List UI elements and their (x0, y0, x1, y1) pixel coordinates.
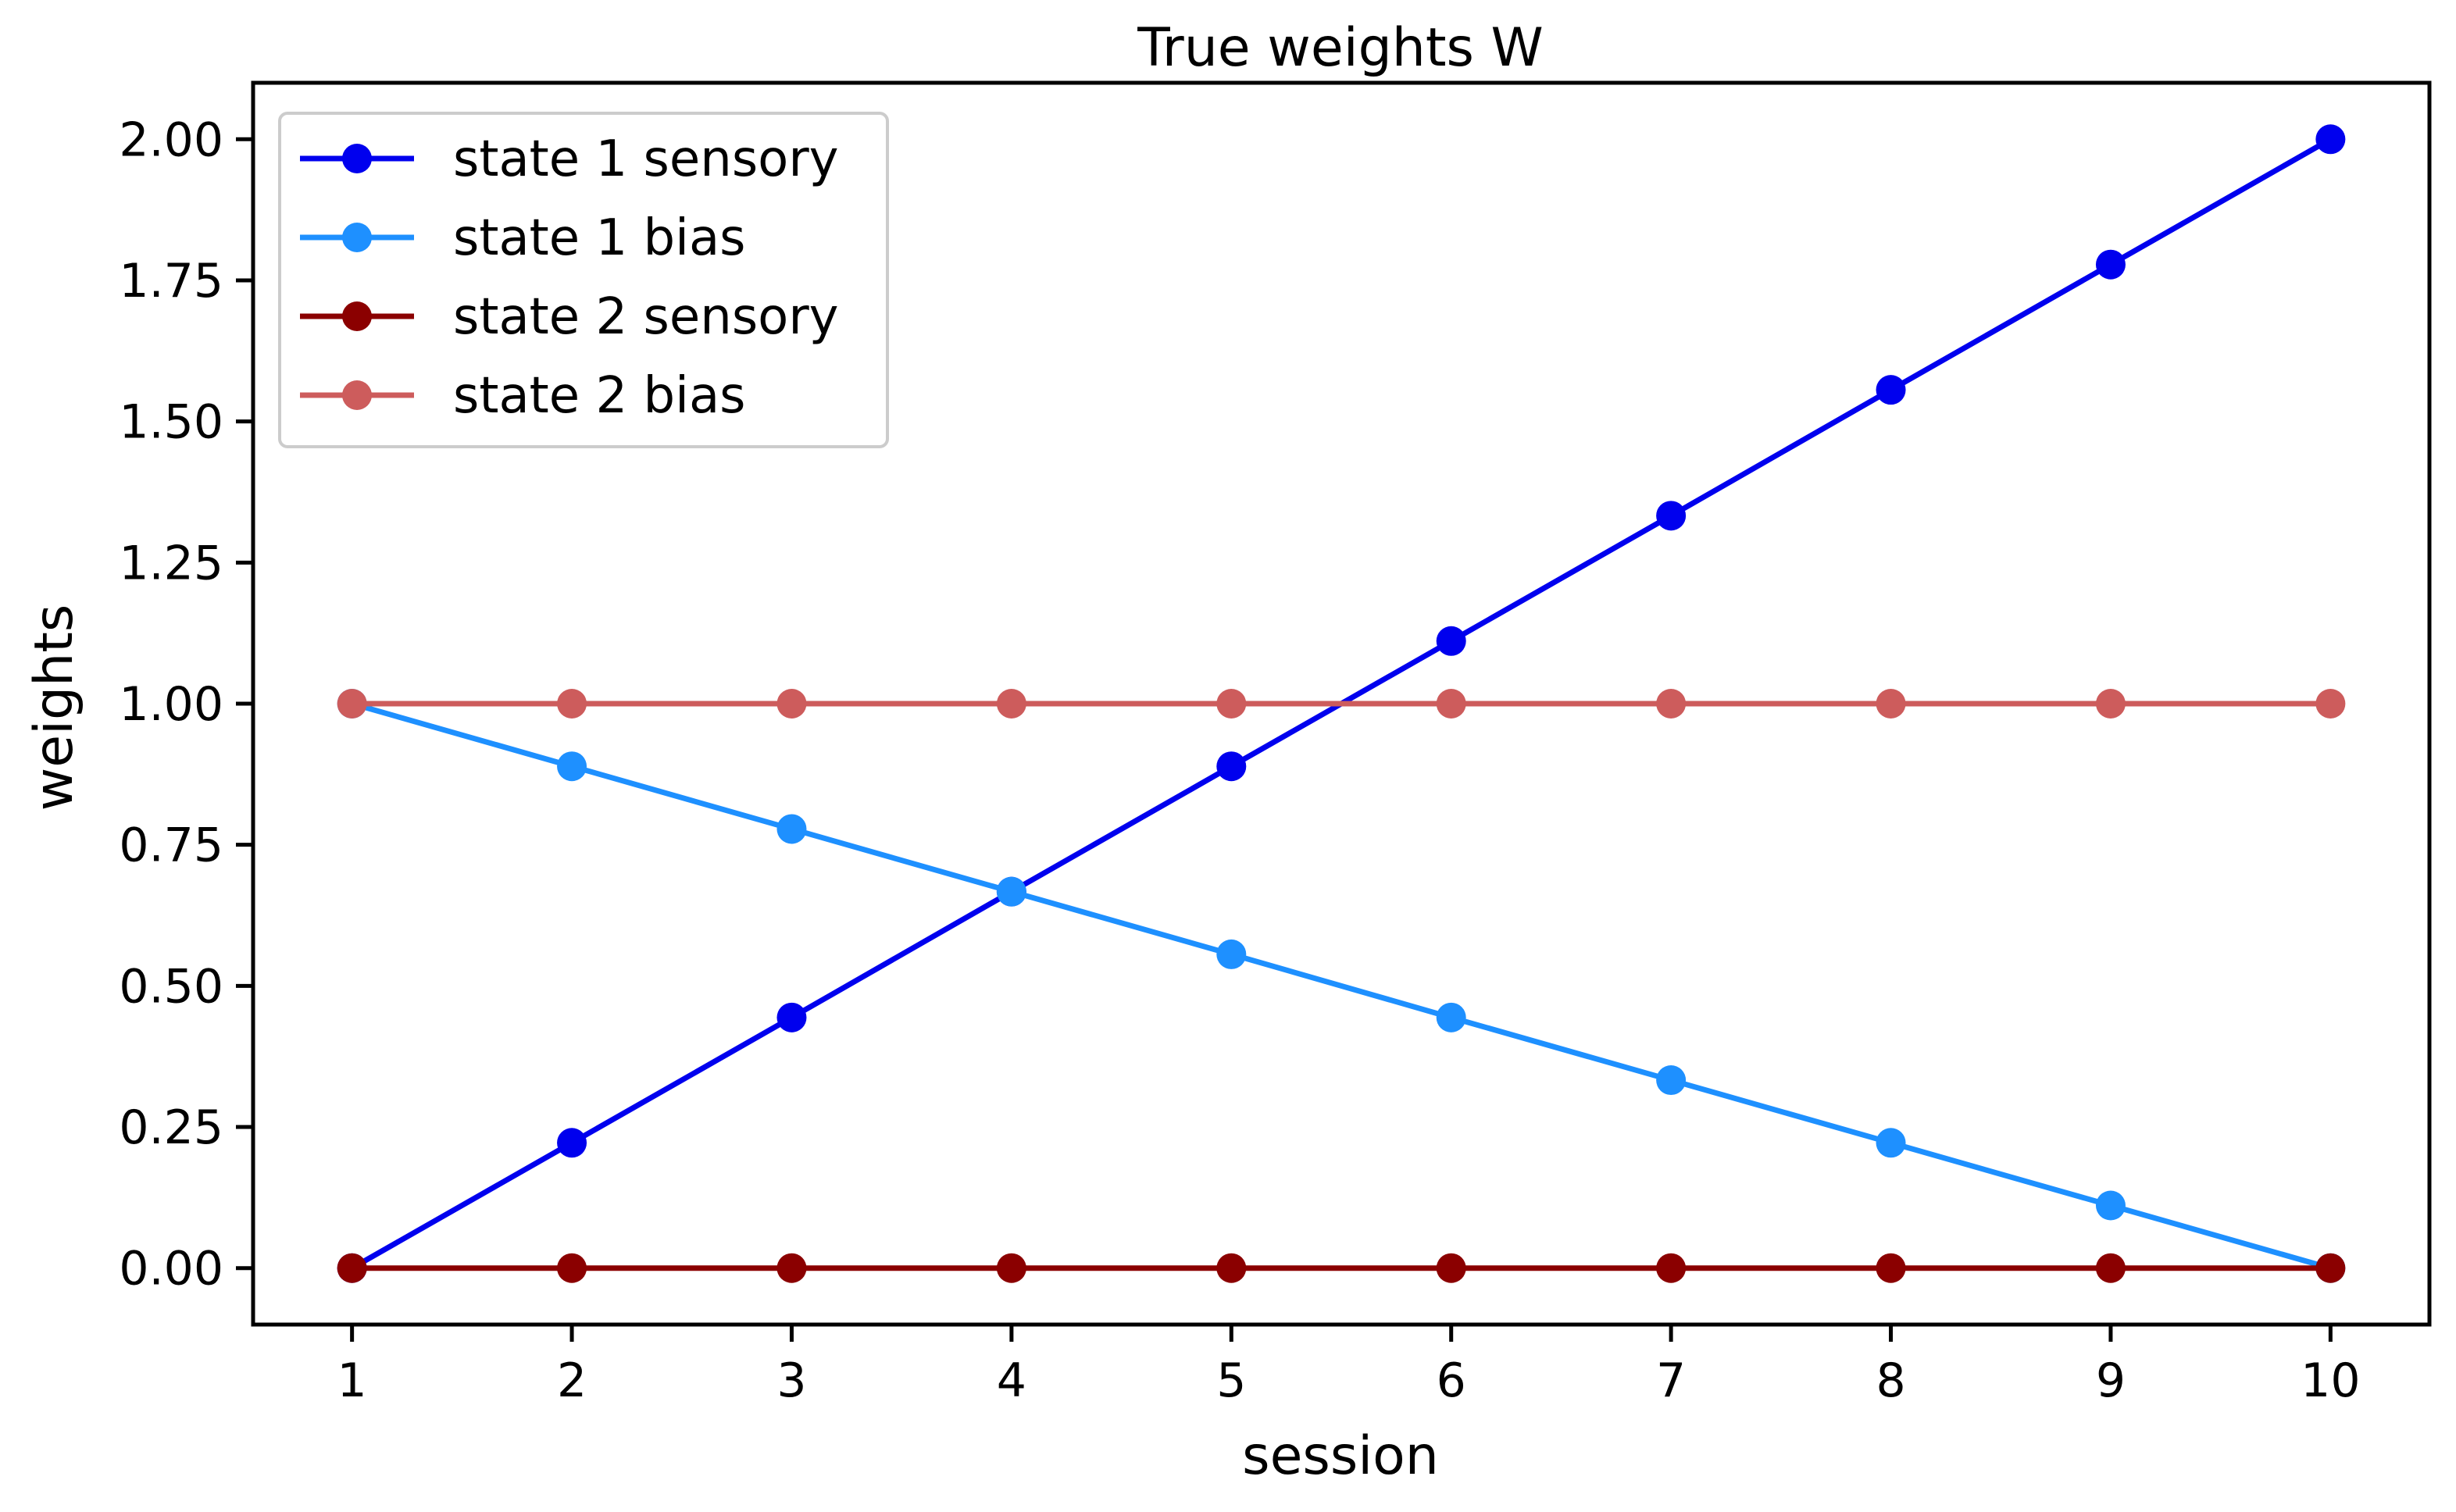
x-tick-label: 6 (1437, 1353, 1466, 1408)
data-point (996, 876, 1026, 907)
legend-label: state 2 bias (453, 367, 746, 425)
data-point (557, 689, 587, 719)
data-point (2315, 124, 2346, 155)
legend-label: state 1 sensory (453, 130, 839, 188)
data-point (1216, 1253, 1247, 1283)
y-tick-label: 0.00 (119, 1242, 223, 1296)
data-point (1656, 501, 1687, 531)
data-point (1436, 1002, 1466, 1032)
data-point (1216, 689, 1247, 719)
series-3 (337, 1253, 2346, 1283)
x-tick-label: 2 (557, 1353, 587, 1408)
data-point (1436, 626, 1466, 656)
data-point (1876, 689, 1906, 719)
data-point (2095, 689, 2126, 719)
data-point (2095, 1253, 2126, 1283)
legend-marker (342, 223, 372, 252)
data-point (2315, 689, 2346, 719)
legend-marker (342, 301, 372, 331)
chart-title: True weights W (1137, 17, 1544, 79)
legend-item: state 1 sensory (300, 130, 839, 188)
data-point (776, 689, 807, 719)
data-point (1876, 1128, 1906, 1158)
legend-item: state 2 bias (300, 367, 746, 425)
data-point (1876, 375, 1906, 405)
x-axis-ticks: 1 2 3 4 5 6 7 8 9 10 (337, 1325, 2361, 1408)
y-tick-label: 1.25 (119, 536, 223, 590)
series-2 (337, 689, 2346, 1283)
data-point (557, 751, 587, 782)
x-tick-label: 9 (2096, 1353, 2126, 1408)
legend-marker (342, 144, 372, 173)
data-point (1436, 1253, 1466, 1283)
data-point (2095, 1190, 2126, 1221)
data-point (557, 1128, 587, 1158)
x-tick-label: 4 (997, 1353, 1026, 1408)
data-point (1216, 751, 1247, 782)
data-point (557, 1253, 587, 1283)
data-point (776, 814, 807, 844)
x-tick-label: 8 (1876, 1353, 1905, 1408)
data-point (2315, 1253, 2346, 1283)
series-line (351, 701, 2332, 1271)
legend: state 1 sensory state 1 bias state 2 senso… (278, 112, 889, 448)
x-tick-label: 7 (1656, 1353, 1686, 1408)
y-tick-label: 1.75 (119, 254, 223, 308)
y-axis-label: weights (23, 604, 85, 811)
data-point (1436, 689, 1466, 719)
y-tick-label: 0.50 (119, 959, 223, 1014)
y-tick-label: 2.00 (119, 112, 223, 167)
data-point (1656, 1065, 1687, 1096)
data-point (776, 1002, 807, 1032)
data-point (1656, 1253, 1687, 1283)
y-tick-label: 1.00 (119, 677, 223, 732)
x-tick-label: 5 (1216, 1353, 1246, 1408)
legend-marker (342, 380, 372, 410)
y-tick-label: 0.75 (119, 818, 223, 873)
data-point (1216, 939, 1247, 969)
x-tick-label: 10 (2301, 1353, 2360, 1408)
legend-box (278, 112, 889, 448)
data-point (337, 689, 367, 719)
plot-series (337, 124, 2346, 1283)
y-tick-label: 0.25 (119, 1100, 223, 1155)
data-point (1876, 1253, 1906, 1283)
y-tick-label: 1.50 (119, 395, 223, 450)
legend-item: state 2 sensory (300, 288, 839, 346)
data-point (996, 689, 1026, 719)
x-tick-label: 1 (337, 1353, 367, 1408)
series-4 (337, 689, 2346, 719)
plot-frame (251, 80, 2432, 1327)
legend-label: state 2 sensory (453, 288, 839, 346)
data-point (2095, 249, 2126, 280)
y-axis-ticks: 0.00 0.25 0.50 0.75 1.00 1.25 1.50 1.75 2.00 (119, 112, 253, 1296)
legend-label: state 1 bias (453, 209, 746, 267)
x-axis-label: session (1242, 1425, 1439, 1487)
data-point (776, 1253, 807, 1283)
legend-item: state 1 bias (300, 209, 746, 267)
x-tick-label: 3 (776, 1353, 806, 1408)
data-point (996, 1253, 1026, 1283)
data-point (337, 1253, 367, 1283)
data-point (1656, 689, 1687, 719)
